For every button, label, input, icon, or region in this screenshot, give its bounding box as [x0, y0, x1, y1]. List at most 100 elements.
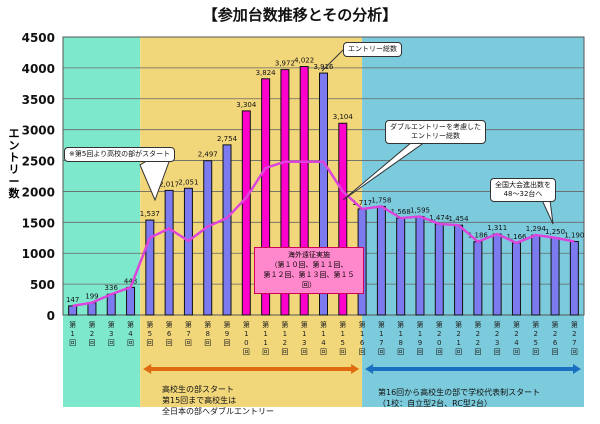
bar: [299, 66, 309, 316]
x-tick-label: 回: [301, 348, 308, 356]
x-tick-label: 回: [571, 348, 578, 356]
bar: [415, 215, 425, 316]
x-tick-label: 第: [397, 320, 404, 329]
x-tick-label: 8: [398, 339, 402, 347]
bar: [87, 302, 97, 316]
x-tick-label: 回: [359, 348, 366, 356]
x-tick-label: 回: [146, 339, 153, 347]
y-tick-label: 0: [47, 309, 55, 323]
x-tick-label: 回: [127, 339, 134, 347]
x-tick-label: 0: [244, 339, 248, 347]
x-tick-label: 2: [476, 330, 480, 338]
x-tick-label: 第: [436, 320, 443, 329]
x-tick-label: 4: [321, 339, 326, 347]
x-tick-label: 1: [398, 330, 402, 338]
x-tick-label: 8: [205, 330, 209, 338]
x-tick-label: 回: [69, 339, 76, 347]
x-tick-label: 1: [263, 330, 267, 338]
bar: [145, 219, 155, 316]
x-tick-label: 1: [456, 339, 460, 347]
line-series: [72, 160, 575, 308]
x-tick-label: 第: [281, 320, 288, 329]
bar: [319, 72, 328, 316]
bar: [164, 189, 174, 316]
data-label: 1,454: [449, 215, 470, 223]
x-tick-label: 回: [320, 348, 327, 356]
x-tick-label: 回: [397, 348, 404, 356]
x-tick-label: 1: [70, 330, 74, 338]
callout-double: ダブルエントリーを考慮した エントリー総数: [385, 120, 486, 145]
x-tick-label: 回: [224, 339, 231, 347]
x-tick-label: 第: [359, 320, 366, 329]
data-label: 1,595: [410, 206, 430, 214]
x-tick-label: 1: [379, 330, 383, 338]
data-label: 1,166: [506, 233, 527, 241]
zone2-note: 高校生の部スタート 第15回まで高校生は 全日本の部へダブルエントリー: [162, 385, 274, 416]
x-tick-label: 回: [204, 339, 211, 347]
x-tick-label: 回: [378, 348, 385, 356]
x-tick-label: 第: [166, 320, 173, 329]
x-tick-label: 3: [302, 339, 306, 347]
data-label: 4,022: [294, 57, 314, 65]
x-tick-label: 回: [262, 348, 269, 356]
data-label: 3,972: [275, 60, 295, 68]
x-tick-label: 9: [225, 330, 229, 338]
x-tick-label: 第: [127, 320, 134, 329]
data-label: 3,824: [256, 69, 277, 77]
data-label: 199: [85, 293, 98, 301]
x-tick-label: 回: [108, 339, 115, 347]
bar: [434, 223, 444, 316]
y-tick-label: 500: [30, 278, 55, 292]
x-tick-label: 第: [455, 320, 462, 329]
data-label: 2,497: [198, 151, 218, 159]
x-tick-label: 2: [437, 330, 441, 338]
x-tick-label: 2: [476, 339, 480, 347]
callout-total: エントリー総数: [343, 42, 402, 58]
x-tick-label: 回: [166, 339, 173, 347]
bar: [241, 110, 251, 316]
x-tick-label: 回: [185, 339, 192, 347]
x-tick-label: 回: [339, 348, 346, 356]
y-tick-label: 2500: [22, 155, 55, 169]
x-tick-label: 2: [572, 330, 576, 338]
bar: [569, 240, 579, 316]
overseas-box: 海外遠征実施 （第１０回、第１１回、 第１２回、第１３回、第１５ 回）: [254, 247, 364, 294]
x-tick-label: 第: [88, 320, 95, 329]
zone3-note: 第16回から高校生の部で学校代表制スタート （1校：自立型2台、RC型2台）: [378, 388, 541, 408]
data-label: 1,311: [487, 224, 507, 232]
x-tick-label: 2: [456, 330, 460, 338]
data-label: 1,537: [140, 210, 160, 218]
y-tick-label: 1000: [22, 247, 55, 261]
x-tick-label: 第: [224, 320, 231, 329]
x-tick-label: 第: [378, 320, 385, 329]
data-label: 3,304: [236, 101, 257, 109]
x-tick-label: 2: [495, 330, 499, 338]
x-tick-label: 回: [243, 348, 250, 356]
data-label: 3,104: [333, 113, 354, 121]
data-label: 1,294: [526, 225, 547, 233]
x-tick-label: 回: [416, 348, 423, 356]
bar: [280, 69, 290, 316]
x-tick-label: 7: [186, 330, 190, 338]
x-tick-label: 第: [320, 320, 327, 329]
y-tick-label: 2000: [22, 185, 55, 199]
x-tick-label: 4: [128, 330, 133, 338]
x-tick-label: 第: [243, 320, 250, 329]
x-tick-label: 回: [532, 348, 539, 356]
data-label: 147: [66, 296, 79, 304]
x-tick-label: 1: [263, 339, 267, 347]
y-tick-label: 1500: [22, 216, 55, 230]
x-tick-label: 回: [88, 339, 95, 347]
x-tick-label: 7: [379, 339, 383, 347]
x-tick-label: 回: [455, 348, 462, 356]
x-tick-label: 1: [283, 330, 287, 338]
data-label: 2,051: [178, 178, 198, 186]
bar: [68, 305, 78, 316]
data-label: 1,186: [468, 232, 489, 240]
data-label: 2,017: [159, 180, 179, 188]
x-tick-label: 第: [262, 320, 269, 329]
x-tick-label: 回: [281, 348, 288, 356]
bar: [511, 242, 521, 316]
